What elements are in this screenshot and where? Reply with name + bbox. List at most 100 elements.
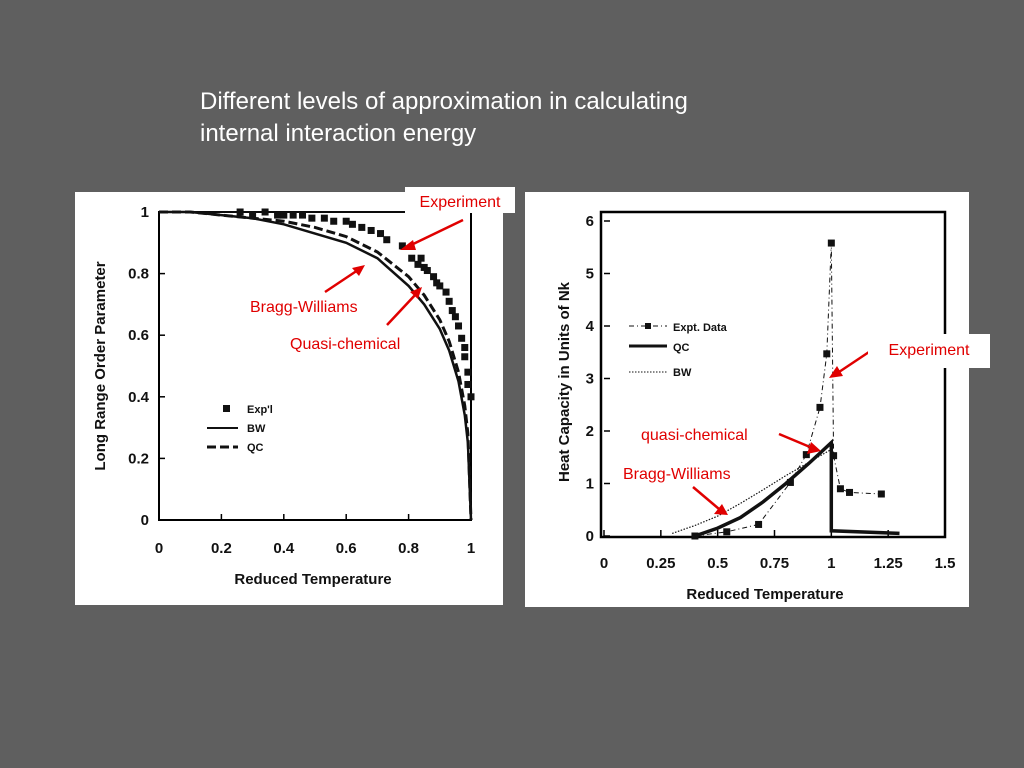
data-point-marker — [786, 478, 794, 486]
right-x-ticks: 0 0.25 0.5 0.75 1 1.25 1.5 — [600, 530, 956, 572]
data-point-marker — [823, 350, 831, 358]
x-tick-label: 0 — [155, 540, 163, 557]
legend-exp-label: Exp'l — [247, 404, 273, 416]
data-point-marker — [451, 313, 459, 321]
slide-title-line-2: internal interaction energy — [200, 120, 477, 147]
left-bragg-williams-arrow-head — [352, 265, 365, 276]
data-point-marker — [467, 393, 475, 401]
right-bragg-williams-arrow-head — [714, 504, 728, 515]
legend-bw-label-right: BW — [673, 367, 692, 379]
y-tick-label: 5 — [586, 266, 594, 283]
data-point-marker — [430, 273, 438, 281]
y-tick-label: 6 — [586, 213, 594, 230]
data-point-marker — [423, 267, 431, 275]
data-point-marker — [330, 217, 338, 225]
data-point-marker — [299, 211, 307, 219]
data-point-marker — [755, 520, 763, 528]
data-point-marker — [877, 490, 885, 498]
right-y-ticks: 0 1 2 3 4 5 6 — [586, 213, 610, 545]
data-point-marker — [280, 211, 288, 219]
data-point-marker — [458, 334, 466, 342]
data-point-marker — [436, 282, 444, 290]
left-quasi-chemical-arrow-shaft — [386, 293, 417, 326]
data-point-marker — [816, 403, 824, 411]
data-point-marker — [827, 239, 835, 247]
data-point-marker — [846, 488, 854, 496]
x-tick-label: 0.8 — [398, 540, 419, 557]
right-x-axis-label: Reduced Temperature — [686, 586, 843, 603]
qc-series-line — [159, 210, 473, 521]
data-point-marker — [414, 260, 422, 268]
data-point-marker — [348, 220, 356, 228]
right-experiment-arrow-shaft — [838, 350, 870, 374]
bw-series-line — [672, 448, 832, 534]
y-tick-label: 0.2 — [128, 450, 149, 467]
right-legend: Expt. Data QC BW — [629, 322, 728, 379]
x-tick-label: 0.25 — [646, 555, 675, 572]
data-point-marker — [445, 297, 453, 305]
y-tick-label: 0 — [141, 512, 149, 529]
data-point-marker — [417, 254, 425, 262]
y-tick-label: 1 — [586, 476, 594, 493]
x-tick-label: 0 — [600, 555, 608, 572]
data-point-marker — [455, 322, 463, 330]
y-tick-label: 3 — [586, 371, 594, 388]
right-quasi-chemical-label: quasi-chemical — [641, 427, 748, 444]
x-tick-label: 0.6 — [336, 540, 357, 557]
heat-capacity-chart: 0 1 2 3 4 5 6 0 0.25 0.5 0.75 1 1.25 1.5 Reduced Tem… — [556, 210, 956, 603]
data-point-marker — [836, 485, 844, 493]
right-quasi-chemical-arrow-shaft — [778, 432, 811, 449]
legend-qc-label: QC — [247, 442, 264, 454]
slide-title: Different levels of approximation in cal… — [200, 86, 820, 150]
right-experiment-arrow-head — [829, 366, 843, 378]
left-quasi-chemical-label: Quasi-chemical — [290, 336, 400, 353]
data-point-marker — [342, 217, 350, 225]
y-tick-label: 0.6 — [128, 327, 149, 344]
y-tick-label: 0.4 — [128, 389, 150, 406]
x-tick-label: 1.5 — [935, 555, 956, 572]
left-experiment-arrow-shaft — [408, 218, 464, 248]
data-point-marker — [448, 307, 456, 315]
legend-qc-label-right: QC — [673, 342, 690, 354]
data-point-marker — [723, 528, 731, 536]
right-series-group — [672, 239, 900, 540]
y-tick-label: 4 — [586, 318, 595, 335]
order-parameter-chart-panel: 0 0.2 0.4 0.6 0.8 1 0 0.2 0.4 0.6 0.8 1 Reduced Te… — [75, 192, 503, 605]
expt-data-series-markers — [691, 239, 885, 540]
right-plot-area — [599, 210, 947, 539]
x-tick-label: 1 — [827, 555, 835, 572]
right-annotations: quasi-chemical Bragg-Williams — [623, 350, 870, 515]
data-point-marker — [398, 242, 406, 250]
data-point-marker — [320, 214, 328, 222]
right-bragg-williams-label: Bragg-Williams — [623, 466, 731, 483]
x-tick-label: 1 — [467, 540, 475, 557]
left-legend: Exp'l BW QC — [207, 404, 273, 454]
y-tick-label: 0.8 — [128, 266, 149, 283]
data-point-marker — [383, 236, 391, 244]
data-point-marker — [358, 223, 366, 231]
data-point-marker — [802, 451, 810, 459]
x-tick-label: 0.75 — [760, 555, 789, 572]
right-y-axis-label: Heat Capacity in Units of Nk — [556, 281, 573, 482]
data-point-marker — [461, 344, 469, 352]
left-experiment-label: Experiment — [405, 187, 515, 213]
left-bragg-williams-label: Bragg-Williams — [250, 299, 358, 316]
data-point-marker — [408, 254, 416, 262]
data-point-marker — [830, 452, 838, 460]
x-tick-label: 0.4 — [273, 540, 295, 557]
heat-capacity-chart-panel: 0 1 2 3 4 5 6 0 0.25 0.5 0.75 1 1.25 1.5 Reduced Tem… — [525, 192, 969, 607]
right-quasi-chemical-arrow-head — [807, 442, 821, 454]
left-annotations: Bragg-Williams Quasi-chemical — [250, 218, 464, 353]
left-y-ticks: 0 0.2 0.4 0.6 0.8 1 — [128, 204, 165, 529]
left-series-group — [159, 208, 475, 521]
right-experiment-label: Experiment — [868, 334, 990, 368]
left-y-axis-label: Long Range Order Parameter — [92, 261, 109, 470]
left-quasi-chemical-arrow-head — [410, 287, 422, 299]
data-point-marker — [289, 211, 297, 219]
data-point-marker — [377, 230, 385, 238]
x-tick-label: 0.2 — [211, 540, 232, 557]
data-point-marker — [308, 214, 316, 222]
data-point-marker — [464, 380, 472, 388]
data-point-marker — [249, 211, 257, 219]
y-tick-label: 0 — [586, 528, 594, 545]
